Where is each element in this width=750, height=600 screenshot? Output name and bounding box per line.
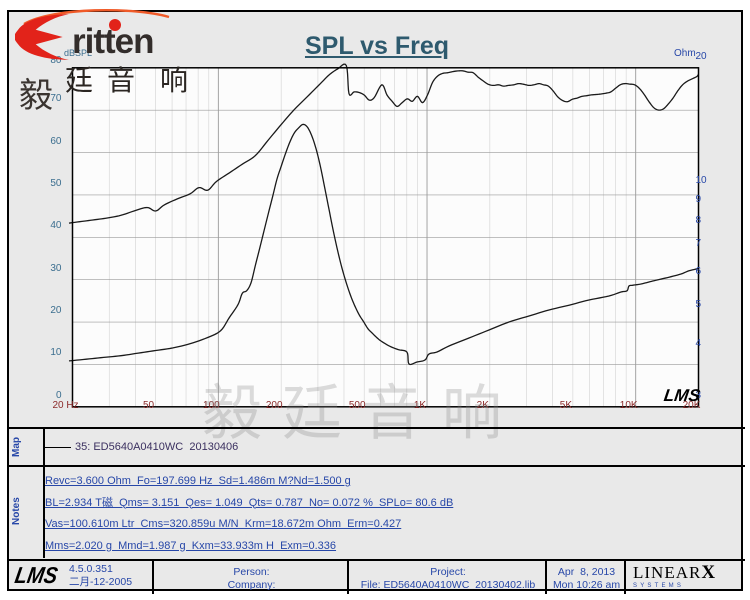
svg-text:SYSTEMS: SYSTEMS <box>633 583 684 589</box>
svg-text:LINEARX: LINEARX <box>633 562 716 583</box>
